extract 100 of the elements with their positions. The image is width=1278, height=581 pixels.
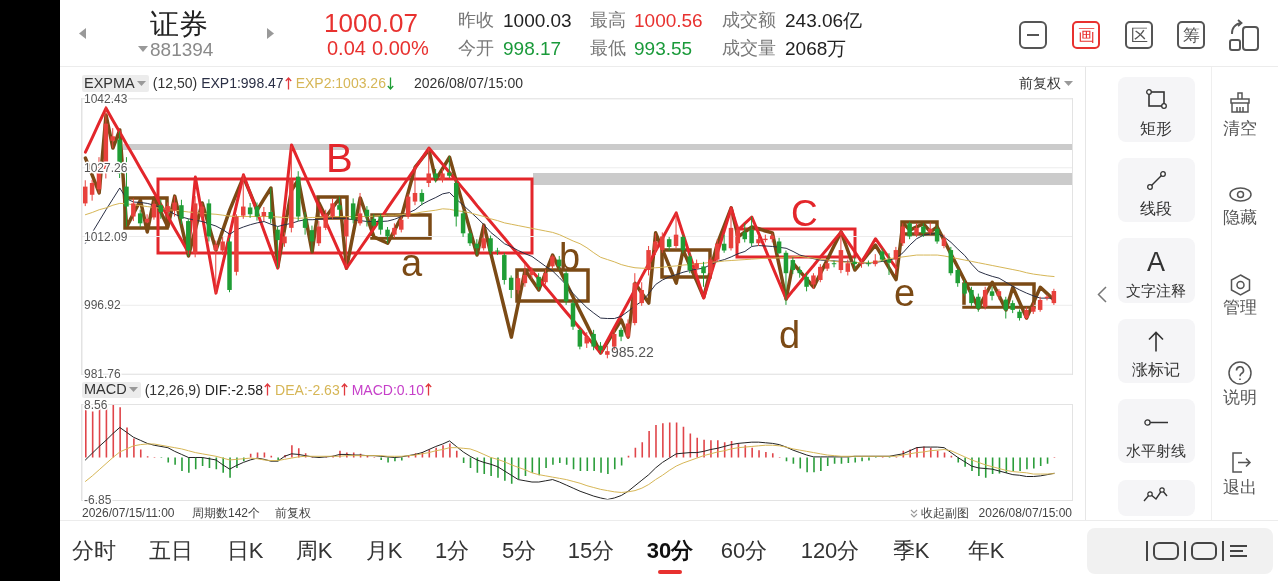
y-tick-label: 981.76	[84, 367, 122, 382]
candlestick	[488, 235, 493, 255]
candlestick	[412, 166, 418, 206]
candlestick	[268, 187, 273, 224]
candlestick	[426, 147, 431, 188]
candlestick	[378, 213, 383, 236]
text: 最高	[590, 10, 626, 30]
text: 993.55	[634, 37, 693, 59]
text: 昨收	[458, 10, 494, 30]
text: 月K	[365, 538, 403, 563]
candlestick	[323, 209, 328, 231]
candlestick	[660, 231, 665, 254]
candlestick	[172, 195, 177, 218]
candlestick	[241, 174, 246, 220]
text: 前复权	[1019, 75, 1061, 91]
candlestick	[350, 197, 356, 224]
candlestick	[639, 281, 644, 307]
text: A	[1146, 246, 1166, 277]
text: 最低	[590, 38, 626, 58]
annotation: e	[894, 272, 916, 314]
text: 881394	[150, 38, 214, 60]
toggle-button: 筹	[1177, 21, 1205, 49]
candlestick	[976, 293, 981, 313]
text: 2026/08/07/15:00	[978, 506, 1072, 520]
candlestick	[701, 261, 706, 288]
text: 周K	[295, 538, 333, 563]
line-series	[84, 443, 1055, 493]
text: 1000.03	[503, 9, 572, 31]
candlestick	[131, 197, 136, 222]
text: 退出	[1223, 477, 1257, 497]
text: 998.17	[503, 37, 562, 59]
text: 前复权	[275, 506, 311, 520]
candlestick	[742, 222, 747, 243]
text: 线段	[1140, 200, 1172, 217]
annotation: C	[791, 193, 818, 234]
text: 矩形	[1140, 120, 1172, 137]
text: 成交额	[722, 10, 776, 30]
text: 0.04	[327, 37, 366, 59]
annotation: a	[401, 242, 423, 284]
candlestick	[804, 272, 809, 292]
text: (12,26,9)	[144, 381, 201, 398]
candlestick	[275, 226, 280, 269]
candlestick	[852, 256, 857, 270]
candlestick	[969, 286, 974, 307]
candlestick	[653, 232, 658, 256]
candlestick	[715, 238, 720, 263]
text: 收起副图	[921, 506, 969, 520]
text: 五日	[149, 538, 193, 563]
text: 今开	[458, 38, 494, 58]
candlestick	[247, 202, 253, 219]
text: 分时	[72, 538, 116, 563]
candlestick	[110, 127, 115, 149]
candlestick	[515, 274, 521, 295]
text: (12,50)	[152, 75, 198, 91]
text: EXP2:1003.26	[295, 75, 386, 91]
text: 1分	[434, 538, 470, 563]
y-tick-label: -6.85	[84, 492, 112, 507]
text: 日K	[226, 538, 264, 563]
candlestick	[481, 224, 486, 252]
text: 1000.56	[634, 9, 703, 31]
text: 120分	[800, 538, 860, 563]
candlestick	[158, 198, 164, 220]
text: 隐藏	[1223, 207, 1257, 227]
text: 30分	[646, 538, 694, 563]
text: 季K	[892, 538, 930, 563]
candlestick	[447, 155, 452, 179]
annotation: B	[326, 136, 353, 180]
candlestick	[337, 196, 342, 218]
candlestick	[955, 268, 960, 288]
candlestick	[364, 205, 370, 228]
text: EXP1:998.47	[201, 75, 284, 91]
text: 说明	[1223, 387, 1257, 407]
text: 证券	[150, 7, 208, 40]
text: 清空	[1223, 118, 1257, 138]
y-tick-label: 8.56	[84, 398, 108, 413]
candlestick	[996, 288, 1002, 300]
candlestick	[179, 199, 184, 225]
text: 2068万	[785, 37, 847, 59]
candlestick	[708, 256, 713, 276]
y-tick-label: 1027.26	[84, 160, 128, 175]
candlestick	[721, 234, 727, 254]
annotation: 985.22	[611, 344, 654, 360]
line-series	[84, 187, 1055, 320]
text: 成交量	[722, 38, 776, 58]
text: 60分	[720, 538, 768, 563]
text: MACD:0.10	[351, 381, 425, 398]
legend-title: EXPMA	[84, 74, 135, 91]
candlestick	[330, 197, 335, 220]
candlestick	[83, 179, 88, 207]
legend-title: MACD	[84, 381, 127, 398]
toggle-button: 区	[1125, 21, 1153, 49]
candlestick	[570, 299, 576, 331]
candlestick	[989, 286, 995, 301]
candlestick	[89, 179, 95, 202]
candlestick	[982, 286, 988, 310]
candlestick	[646, 245, 651, 276]
candlestick	[687, 252, 693, 274]
candlestick	[220, 236, 225, 256]
text: 涨标记	[1132, 361, 1180, 378]
candlestick	[893, 246, 899, 276]
